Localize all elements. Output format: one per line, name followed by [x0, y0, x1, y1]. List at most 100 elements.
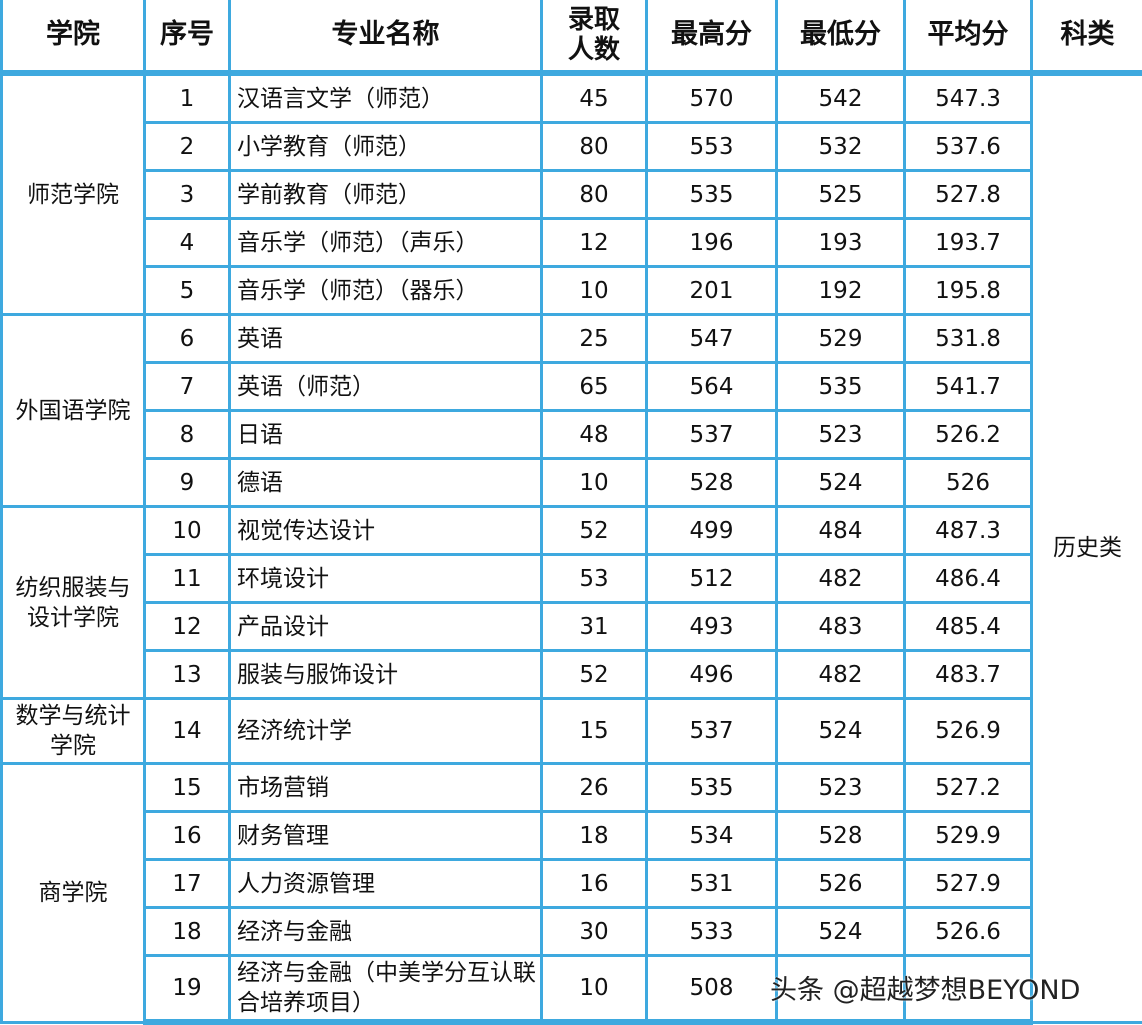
min-score-cell: 524 — [777, 908, 905, 956]
min-score-cell: 192 — [777, 267, 905, 315]
count-cell: 80 — [542, 123, 647, 171]
min-score-cell: 523 — [777, 411, 905, 459]
max-score-cell: 547 — [647, 315, 777, 363]
count-cell: 10 — [542, 459, 647, 507]
avg-score-cell: 487.3 — [905, 507, 1032, 555]
min-score-cell: 483 — [777, 603, 905, 651]
major-cell: 日语 — [230, 411, 542, 459]
no-cell: 12 — [145, 603, 230, 651]
min-score-cell: 542 — [777, 73, 905, 123]
max-score-cell: 528 — [647, 459, 777, 507]
count-cell: 31 — [542, 603, 647, 651]
avg-score-cell: 547.3 — [905, 73, 1032, 123]
header-college: 学院 — [2, 0, 145, 73]
count-cell: 65 — [542, 363, 647, 411]
header-count: 录取人数 — [542, 0, 647, 73]
college-cell: 纺织服装与设计学院 — [2, 507, 145, 699]
major-cell: 汉语言文学（师范） — [230, 73, 542, 123]
header-count-label: 录取人数 — [566, 5, 622, 65]
max-score-cell: 493 — [647, 603, 777, 651]
min-score-cell: 532 — [777, 123, 905, 171]
count-cell: 15 — [542, 699, 647, 764]
header-major: 专业名称 — [230, 0, 542, 73]
major-cell: 德语 — [230, 459, 542, 507]
avg-score-cell: 526.2 — [905, 411, 1032, 459]
count-cell: 18 — [542, 812, 647, 860]
no-cell: 1 — [145, 73, 230, 123]
no-cell: 11 — [145, 555, 230, 603]
major-cell: 音乐学（师范）（器乐） — [230, 267, 542, 315]
major-cell: 经济与金融 — [230, 908, 542, 956]
max-score-cell: 531 — [647, 860, 777, 908]
min-score-cell: 482 — [777, 555, 905, 603]
no-cell: 2 — [145, 123, 230, 171]
watermark: 头条 @超越梦想BEYOND — [770, 968, 1080, 1007]
max-score-cell: 499 — [647, 507, 777, 555]
count-cell: 12 — [542, 219, 647, 267]
college-cell: 师范学院 — [2, 73, 145, 315]
major-cell: 环境设计 — [230, 555, 542, 603]
max-score-cell: 201 — [647, 267, 777, 315]
no-cell: 13 — [145, 651, 230, 699]
major-cell: 学前教育（师范） — [230, 171, 542, 219]
major-cell: 产品设计 — [230, 603, 542, 651]
min-score-cell: 193 — [777, 219, 905, 267]
max-score-cell: 537 — [647, 411, 777, 459]
no-cell: 3 — [145, 171, 230, 219]
avg-score-cell: 526.9 — [905, 699, 1032, 764]
max-score-cell: 535 — [647, 171, 777, 219]
avg-score-cell: 527.9 — [905, 860, 1032, 908]
major-cell: 视觉传达设计 — [230, 507, 542, 555]
major-cell: 音乐学（师范）（声乐） — [230, 219, 542, 267]
avg-score-cell: 485.4 — [905, 603, 1032, 651]
min-score-cell: 525 — [777, 171, 905, 219]
avg-score-cell: 531.8 — [905, 315, 1032, 363]
max-score-cell: 533 — [647, 908, 777, 956]
avg-score-cell: 526 — [905, 459, 1032, 507]
count-cell: 52 — [542, 507, 647, 555]
avg-score-cell: 195.8 — [905, 267, 1032, 315]
no-cell: 15 — [145, 764, 230, 812]
min-score-cell: 528 — [777, 812, 905, 860]
header-min: 最低分 — [777, 0, 905, 73]
header-max: 最高分 — [647, 0, 777, 73]
avg-score-cell: 193.7 — [905, 219, 1032, 267]
max-score-cell: 534 — [647, 812, 777, 860]
count-cell: 52 — [542, 651, 647, 699]
min-score-cell: 524 — [777, 459, 905, 507]
avg-score-cell: 541.7 — [905, 363, 1032, 411]
subject-category-cell: 历史类 — [1032, 73, 1142, 1022]
min-score-cell: 484 — [777, 507, 905, 555]
major-cell: 英语 — [230, 315, 542, 363]
count-cell: 53 — [542, 555, 647, 603]
count-cell: 26 — [542, 764, 647, 812]
header-row: 学院 序号 专业名称 录取人数 最高分 最低分 平均分 科类 — [2, 0, 1142, 73]
min-score-cell: 524 — [777, 699, 905, 764]
avg-score-cell: 526.6 — [905, 908, 1032, 956]
max-score-cell: 570 — [647, 73, 777, 123]
header-category: 科类 — [1032, 0, 1142, 73]
count-cell: 10 — [542, 267, 647, 315]
count-cell: 48 — [542, 411, 647, 459]
min-score-cell: 535 — [777, 363, 905, 411]
max-score-cell: 537 — [647, 699, 777, 764]
college-cell: 商学院 — [2, 764, 145, 1023]
avg-score-cell: 483.7 — [905, 651, 1032, 699]
no-cell: 10 — [145, 507, 230, 555]
min-score-cell: 526 — [777, 860, 905, 908]
